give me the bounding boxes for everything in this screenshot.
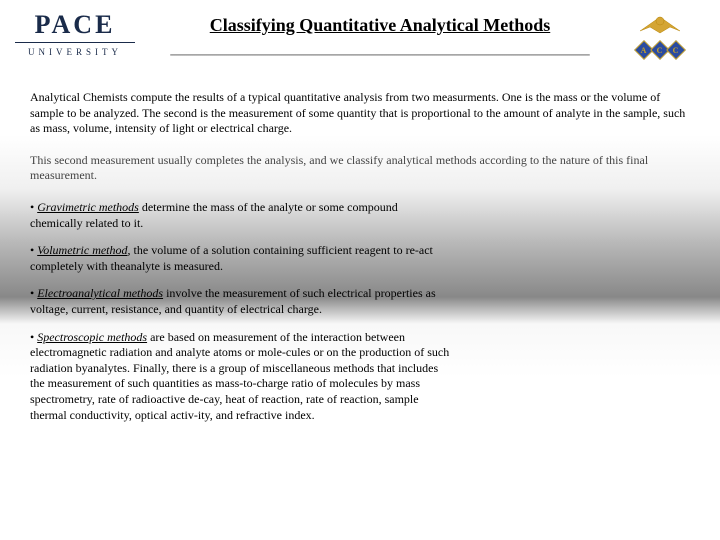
pace-logo: PACE UNIVERSITY [10,10,140,57]
logo-brand: PACE [35,10,116,40]
diamond-letter: A [641,46,647,55]
method-item: • Spectroscopic methods are based on mea… [30,330,450,424]
method-name: Gravimetric methods [37,200,139,214]
method-item: • Gravimetric methods determine the mass… [30,200,450,231]
badge-diamonds: A C C [637,43,683,57]
logo-sub: UNIVERSITY [28,47,122,57]
page-title: Classifying Quantitative Analytical Meth… [140,15,620,36]
diamond-3: C [666,40,686,60]
method-name: Volumetric method [37,243,127,257]
content: Analytical Chemists compute the results … [0,70,720,423]
method-item: • Volumetric method, the volume of a sol… [30,243,450,274]
method-name: Spectroscopic methods [37,330,147,344]
method-item: • Electroanalytical methods involve the … [30,286,450,317]
logo-divider [15,42,135,43]
badge-logo: A C C [620,10,700,60]
header: PACE UNIVERSITY Classifying Quantitative… [0,0,720,70]
title-underline [170,54,590,56]
methods-list: • Gravimetric methods determine the mass… [30,200,450,423]
subnote-paragraph: This second measurement usually complete… [30,153,690,184]
diamond-letter: C [657,46,663,55]
method-name: Electroanalytical methods [37,286,163,300]
eagle-icon [630,13,690,41]
title-area: Classifying Quantitative Analytical Meth… [140,10,620,56]
intro-paragraph: Analytical Chemists compute the results … [30,90,690,137]
diamond-letter: C [673,46,679,55]
